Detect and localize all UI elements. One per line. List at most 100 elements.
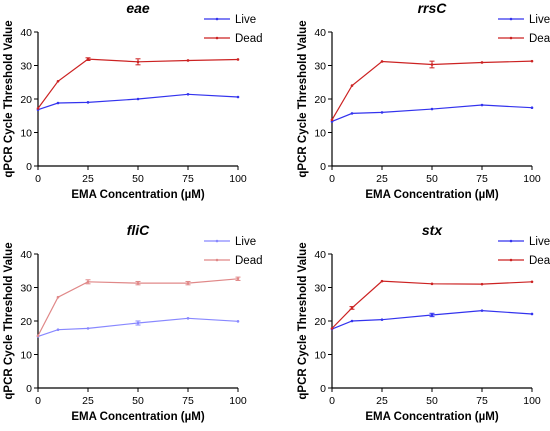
series-line-live	[37, 93, 239, 111]
y-tick-label: 20	[314, 94, 326, 106]
legend-marker-dead	[509, 36, 513, 40]
data-point	[186, 317, 190, 320]
x-tick-label: 50	[426, 173, 438, 185]
x-tick-label: 100	[523, 173, 541, 185]
x-tick-label: 0	[329, 395, 335, 407]
y-tick-label: 40	[314, 249, 326, 261]
legend-marker-live	[509, 17, 513, 21]
data-point	[530, 312, 534, 316]
data-point	[330, 327, 334, 330]
x-tick-label: 100	[523, 395, 541, 407]
y-tick-label: 40	[314, 27, 326, 39]
data-point	[530, 59, 534, 63]
y-tick-label: 0	[320, 161, 326, 173]
data-point	[86, 327, 90, 330]
legend-marker-live	[215, 17, 219, 21]
y-tick-label: 0	[26, 161, 32, 173]
y-tick-label: 10	[314, 350, 326, 362]
data-point	[380, 318, 384, 321]
y-tick-label: 30	[20, 61, 32, 73]
data-point	[56, 79, 60, 83]
x-tick-label: 75	[182, 173, 194, 185]
legend-label-dead: Dead	[529, 255, 550, 267]
y-tick-label: 0	[26, 383, 32, 395]
y-tick-label: 10	[20, 128, 32, 140]
y-axis-label: qPCR Cycle Threshold Value	[3, 20, 15, 177]
x-tick-label: 75	[476, 173, 488, 185]
x-tick-label: 0	[35, 395, 41, 407]
data-point	[186, 93, 190, 96]
x-tick-label: 50	[132, 173, 144, 185]
x-tick-label: 25	[376, 395, 388, 407]
x-axis-label: EMA Concentration (µM)	[365, 189, 498, 201]
x-tick-label: 50	[426, 395, 438, 407]
series-line-dead	[37, 278, 239, 337]
chart-panel-0: eae 0 10 20 30 40 0 25 50 75 100 EMA Concentration …	[3, 0, 263, 201]
series-line-live	[331, 310, 533, 330]
x-tick-label: 0	[35, 173, 41, 185]
y-axis-label: qPCR Cycle Threshold Value	[297, 242, 309, 399]
data-point	[86, 101, 90, 104]
x-axis-label: EMA Concentration (µM)	[365, 411, 498, 423]
series-line-dead	[37, 58, 239, 109]
data-point	[36, 334, 40, 338]
data-point	[136, 97, 140, 101]
chart-title: rrsC	[418, 0, 448, 16]
data-point	[236, 320, 240, 323]
series-line-live	[331, 104, 533, 123]
data-point	[480, 61, 484, 64]
x-axis-label: EMA Concentration (µM)	[71, 189, 204, 201]
x-tick-label: 100	[229, 173, 247, 185]
data-point	[86, 57, 90, 61]
series-dead	[36, 276, 241, 338]
y-tick-label: 20	[20, 316, 32, 328]
chart-panel-1: rrsC 0 10 20 30 40 0 25 50 75 100 EMA Concentration…	[297, 0, 550, 201]
x-tick-label: 25	[82, 173, 94, 185]
chart-title: stx	[422, 222, 443, 238]
data-point	[480, 282, 484, 286]
data-point	[56, 328, 60, 332]
x-tick-label: 50	[132, 395, 144, 407]
data-point	[86, 280, 90, 284]
y-tick-label: 10	[314, 128, 326, 140]
chart-panel-2: fliC 0 10 20 30 40 0 25 50 75 100 EMA Concentration…	[3, 222, 263, 423]
legend-label-dead: Dead	[529, 33, 550, 45]
legend-marker-dead	[215, 258, 219, 262]
legend-label-live: Live	[235, 14, 256, 26]
data-point	[56, 295, 60, 299]
data-point	[186, 281, 190, 285]
data-point	[380, 111, 384, 114]
series-dead	[36, 57, 240, 110]
data-point	[430, 282, 434, 286]
legend-label-dead: Dead	[235, 255, 263, 267]
data-point	[136, 281, 140, 285]
x-tick-label: 100	[229, 395, 247, 407]
x-tick-label: 0	[329, 173, 335, 185]
data-point	[530, 106, 534, 110]
series-dead	[330, 279, 534, 330]
data-point	[380, 60, 384, 63]
series-line-live	[37, 317, 239, 337]
chart-title: fliC	[127, 222, 150, 238]
data-point	[186, 59, 190, 62]
data-point	[236, 95, 240, 99]
legend-label-live: Live	[529, 236, 550, 248]
series-live	[36, 93, 240, 112]
data-point	[350, 112, 354, 115]
legend-marker-dead	[509, 258, 513, 262]
x-tick-label: 25	[376, 173, 388, 185]
legend-marker-live	[509, 239, 513, 243]
data-point	[380, 279, 384, 283]
data-point	[480, 309, 484, 312]
y-tick-label: 10	[20, 350, 32, 362]
y-tick-label: 30	[314, 61, 326, 73]
chart-panel-3: stx 0 10 20 30 40 0 25 50 75 100 EMA Concentration …	[297, 222, 550, 423]
series-dead	[330, 59, 534, 122]
data-point	[350, 306, 354, 310]
data-point	[56, 101, 60, 105]
series-line-dead	[331, 60, 533, 121]
data-point	[136, 60, 140, 64]
chart-title: eae	[126, 0, 150, 16]
x-axis-label: EMA Concentration (µM)	[71, 411, 204, 423]
data-point	[480, 103, 484, 107]
